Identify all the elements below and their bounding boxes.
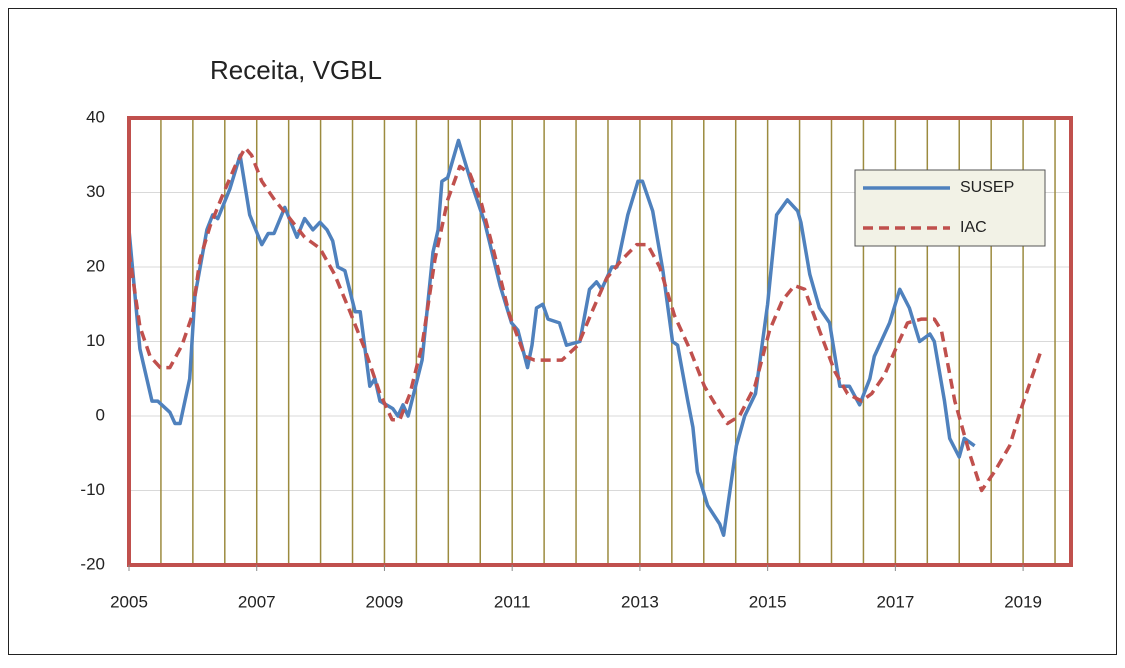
x-tick-label: 2009 (366, 592, 404, 611)
x-tick-label: 2013 (621, 592, 659, 611)
x-tick-label: 2017 (876, 592, 914, 611)
series-line (127, 138, 976, 537)
series-line (127, 146, 1044, 493)
y-tick-label: 0 (96, 405, 105, 424)
plot-lines (127, 138, 1044, 537)
x-tick-label: 2019 (1004, 592, 1042, 611)
legend-box (854, 169, 1046, 247)
x-tick-label: 2007 (238, 592, 276, 611)
y-tick-label: 30 (86, 182, 105, 201)
y-tick-label: -20 (80, 554, 105, 573)
x-tick-label: 2015 (749, 592, 787, 611)
chart-title: Receita, VGBL (210, 55, 382, 85)
y-tick-label: -10 (80, 480, 105, 499)
legend: SUSEP IAC (854, 169, 1046, 247)
y-tick-label: 40 (86, 107, 105, 126)
axes: -20 -10 0 10 20 30 40 2005 2007 2009 2011 2013 2015 2… (80, 107, 1042, 611)
plot-border (127, 116, 1073, 567)
x-tick-label: 2005 (110, 592, 148, 611)
y-tick-label: 20 (86, 256, 105, 275)
legend-label: SUSEP (960, 179, 1014, 196)
x-tick-label: 2011 (494, 592, 531, 611)
y-tick-label: 10 (86, 331, 105, 350)
legend-label: IAC (960, 219, 987, 236)
